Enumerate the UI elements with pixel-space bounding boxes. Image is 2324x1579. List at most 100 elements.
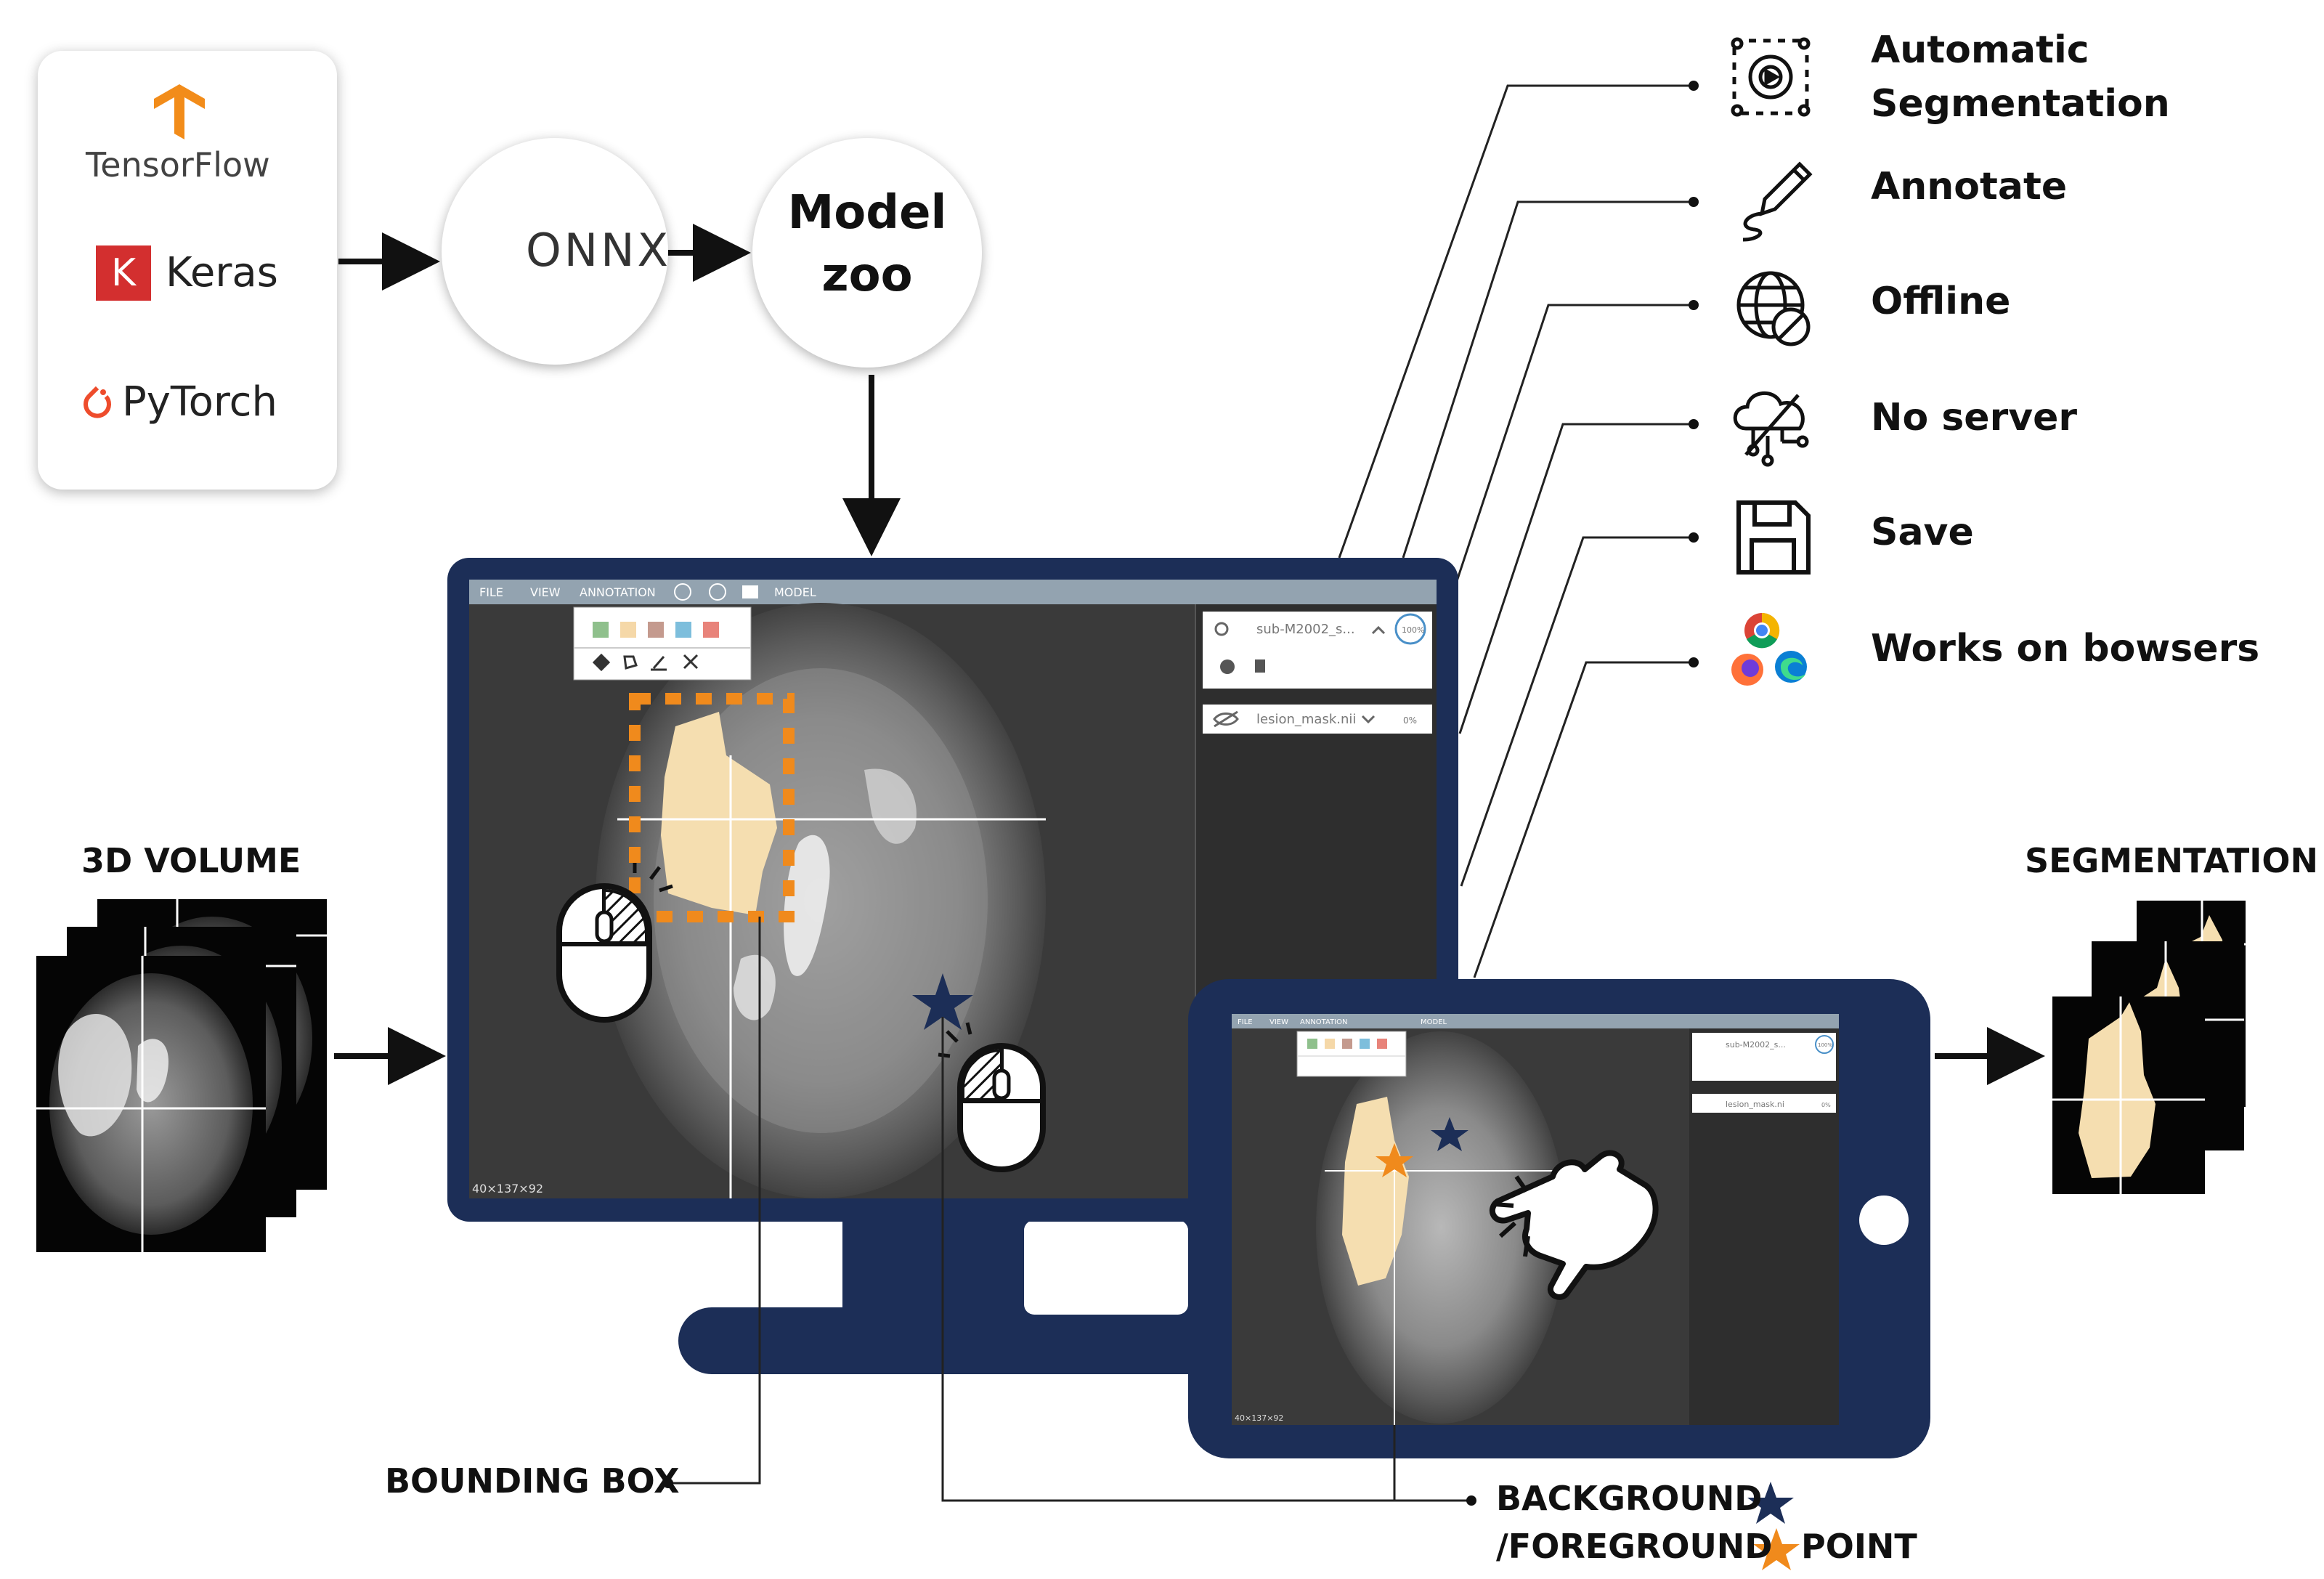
color-swatch[interactable]: [1307, 1039, 1317, 1049]
tablet-palette-popup: [1296, 1031, 1407, 1077]
point-label: POINT: [1801, 1527, 1917, 1566]
feature-callout-lines: [1338, 84, 1692, 978]
zoom-in-icon[interactable]: [674, 583, 691, 601]
color-swatch[interactable]: [620, 622, 636, 638]
volume-label: 3D VOLUME: [81, 841, 301, 880]
tablet-volume-card[interactable]: [1692, 1033, 1836, 1081]
eye-slash-icon[interactable]: [1213, 710, 1239, 728]
tablet-menu: FILE VIEW ANNOTATION MODEL: [1238, 1018, 1447, 1026]
monitor-menu: FILE VIEW ANNOTATION MODEL: [479, 583, 816, 601]
segmentation-stack: [2052, 901, 2246, 1194]
keras-logo-icon: K: [96, 245, 151, 301]
monitor-tool-icons: [592, 653, 699, 672]
tablet-mask-card[interactable]: [1692, 1094, 1836, 1113]
menu-file[interactable]: FILE: [1238, 1018, 1253, 1026]
pytorch-label: PyTorch: [122, 378, 277, 426]
monitor-stand-cutout: [1024, 1220, 1188, 1315]
segmentation-slice: [2052, 996, 2205, 1194]
monitor-mask-progress: 0%: [1403, 715, 1417, 726]
color-swatch[interactable]: [593, 622, 609, 638]
pytorch-logo-icon: [83, 385, 112, 420]
monitor-volume-progress: 100%: [1402, 625, 1424, 635]
foreground-star-legend: [1753, 1528, 1800, 1570]
model-zoo-line1: Model: [787, 186, 947, 240]
bounding-box-callout-line: [668, 917, 761, 1485]
feature-save: Save: [1871, 511, 1974, 554]
chevron-up-icon[interactable]: [1371, 625, 1386, 635]
chevron-down-icon[interactable]: [1361, 715, 1376, 724]
no-server-cloud-icon: [1733, 391, 1809, 467]
monitor-dims: 40×137×92: [472, 1182, 543, 1196]
feature-annotate: Annotate: [1871, 165, 2068, 208]
model-zoo-line2: zoo: [821, 248, 913, 302]
tablet-volume-name: sub-M2002_s...: [1726, 1040, 1786, 1050]
mouse-left-click-icon: [556, 863, 673, 1023]
monitor-menubar: [469, 580, 1437, 604]
monitor-mask-card[interactable]: [1203, 705, 1432, 734]
monitor-lesion: [661, 712, 777, 915]
browsers-icon: [1731, 612, 1807, 686]
color-swatch[interactable]: [1377, 1039, 1387, 1049]
model-zoo-circle: Model zoo: [752, 138, 982, 368]
save-floppy-icon: [1736, 500, 1811, 575]
framework-panel: TensorFlow K Keras PyTorch: [38, 51, 337, 490]
onnx-circle: ONNX: [442, 138, 668, 365]
tablet-mask-progress: 0%: [1821, 1102, 1831, 1108]
color-swatch[interactable]: [648, 622, 664, 638]
tablet-background-star: [1431, 1117, 1468, 1151]
menu-annotation[interactable]: ANNOTATION: [1300, 1018, 1347, 1026]
monitor-mask-name: lesion_mask.nii: [1256, 712, 1356, 727]
color-swatch[interactable]: [1342, 1039, 1352, 1049]
automatic-segmentation-icon: [1731, 37, 1811, 117]
color-swatch[interactable]: [1325, 1039, 1335, 1049]
menu-model[interactable]: MODEL: [1421, 1018, 1447, 1026]
bounding-box-label: BOUNDING BOX: [385, 1461, 680, 1501]
background-star-legend: [1747, 1482, 1794, 1524]
color-swatch[interactable]: [675, 622, 691, 638]
tensorflow-logo-icon: [154, 84, 205, 139]
monitor-background-star: [912, 973, 973, 1030]
progress-ring-icon: [1815, 1035, 1834, 1054]
feature-no-server: No server: [1871, 396, 2078, 439]
tablet-color-swatches: [1307, 1039, 1387, 1049]
menu-view[interactable]: VIEW: [530, 585, 561, 599]
hand-tap-icon: [1489, 1150, 1659, 1300]
tablet-mask-name: lesion_mask.ni: [1726, 1100, 1784, 1109]
menu-file[interactable]: FILE: [479, 585, 503, 599]
tablet-side-panel: [1689, 1028, 1839, 1425]
eye-icon[interactable]: [1214, 622, 1229, 636]
bounding-box: [629, 693, 795, 922]
keras-logo-letter: K: [110, 251, 137, 295]
book-icon[interactable]: [742, 585, 758, 598]
segmentation-label: SEGMENTATION: [2025, 841, 2318, 880]
feature-offline: Offline: [1871, 280, 2011, 323]
trash-icon[interactable]: [1255, 659, 1265, 673]
menu-model[interactable]: MODEL: [774, 585, 816, 599]
color-swatch[interactable]: [703, 622, 719, 638]
monitor-volume-name: sub-M2002_s...: [1256, 622, 1355, 637]
offline-globe-icon: [1736, 271, 1811, 346]
progress-ring-icon: [1394, 613, 1426, 645]
tablet-dims: 40×137×92: [1235, 1413, 1283, 1423]
feature-callout-dots: [1689, 81, 1699, 667]
tensorflow-label: TensorFlow: [86, 145, 270, 184]
feature-automatic-segmentation: Automatic Segmentation: [1871, 23, 2170, 131]
play-icon[interactable]: [1220, 659, 1235, 674]
feature-label-line: Segmentation: [1871, 82, 2170, 126]
tablet-home-button[interactable]: [1859, 1196, 1909, 1245]
tablet-foreground-star: [1376, 1143, 1413, 1177]
color-swatch[interactable]: [1360, 1039, 1370, 1049]
volume-slice: [36, 956, 266, 1252]
volume-stack: [36, 899, 327, 1252]
feature-browsers: Works on bowsers: [1871, 627, 2260, 670]
keras-label: Keras: [166, 249, 278, 296]
menu-view[interactable]: VIEW: [1269, 1018, 1288, 1026]
tablet-volume-progress: 100%: [1818, 1042, 1832, 1048]
monitor-volume-card[interactable]: [1203, 612, 1432, 689]
menu-annotation[interactable]: ANNOTATION: [580, 585, 656, 599]
annotate-pen-icon: [1742, 161, 1813, 242]
zoom-out-icon[interactable]: [709, 583, 726, 601]
bg-fg-label-line1: BACKGROUND: [1496, 1479, 1763, 1518]
feature-label-line: Automatic: [1871, 28, 2089, 72]
